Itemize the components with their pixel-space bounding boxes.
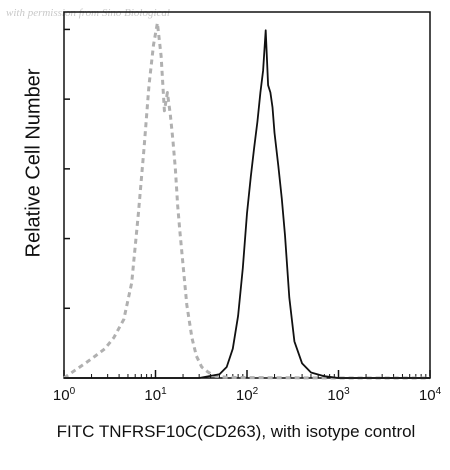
tick-layer: 100 101 102 103 104	[53, 386, 442, 404]
watermark-text: with permission from Sino Biological	[6, 7, 170, 19]
series-layer	[63, 21, 430, 380]
x-tick-label: 104	[419, 386, 442, 404]
x-tick-label-exponent: 4	[436, 386, 442, 397]
chart-axes	[63, 11, 431, 379]
tnfrsf10c-histogram	[64, 29, 430, 379]
isotype-control-histogram	[63, 21, 430, 380]
x-tick-label: 103	[327, 386, 350, 404]
x-tick-label: 102	[236, 386, 259, 404]
x-tick-label: 100	[53, 386, 76, 404]
plot-frame	[63, 11, 431, 379]
x-tick-label-exponent: 3	[344, 386, 350, 397]
x-tick-label-exponent: 0	[70, 386, 76, 397]
x-tick-label-exponent: 1	[161, 386, 167, 397]
x-tick-label-exponent: 2	[253, 386, 259, 397]
x-axis-label: FITC TNFRSF10C(CD263), with isotype cont…	[56, 422, 416, 441]
x-tick-label: 101	[144, 386, 167, 404]
